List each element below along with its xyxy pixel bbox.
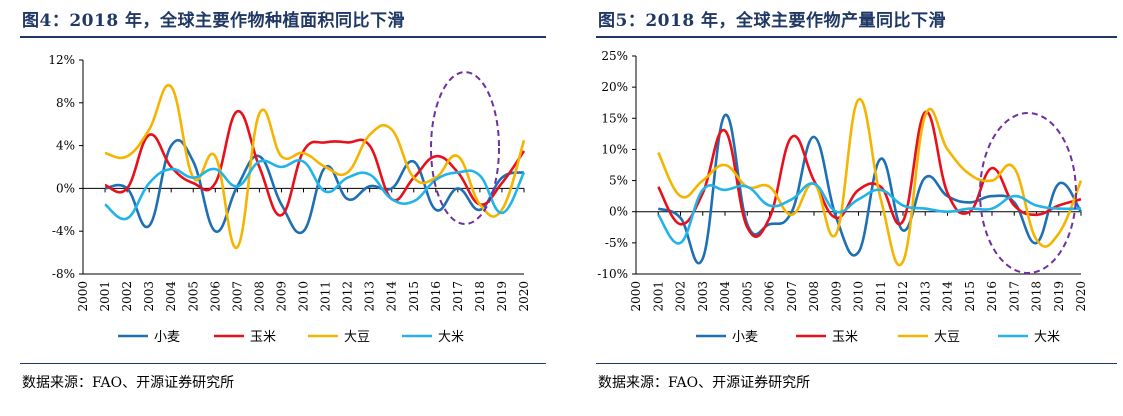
series-line <box>657 98 1083 267</box>
y-tick-label: 10% <box>601 142 628 156</box>
x-tick-label: 2002 <box>674 281 688 312</box>
y-tick-label: 5% <box>609 174 628 188</box>
y-tick-label: 25% <box>601 49 628 63</box>
legend-label: 小麦 <box>154 330 180 345</box>
legend-label: 大豆 <box>344 330 370 345</box>
y-tick-label: 0% <box>609 205 628 219</box>
chart-title: 图4：2018 年，全球主要作物种植面积同比下滑 <box>22 11 406 31</box>
y-tick-label: -8% <box>52 267 75 281</box>
x-tick-label: 2019 <box>1052 281 1066 312</box>
x-tick-label: 2006 <box>763 281 777 312</box>
y-tick-label: 0% <box>56 181 75 195</box>
x-tick-label: 2020 <box>517 281 531 312</box>
y-tick-label: -10% <box>597 267 628 281</box>
x-tick-label: 2009 <box>274 281 288 312</box>
legend-label: 小麦 <box>732 330 758 345</box>
chart-panel-area: 图4：2018 年，全球主要作物种植面积同比下滑 -8% -4% 0% 4% 8% 12%… <box>0 0 552 416</box>
x-tick-label: 2013 <box>918 281 932 312</box>
series-line <box>104 110 526 217</box>
y-tick-label: -5% <box>605 236 628 250</box>
highlight-ellipse <box>430 71 500 225</box>
x-tick-label: 2003 <box>696 281 710 312</box>
x-tick-label: 2014 <box>385 281 399 312</box>
x-tick-label: 2009 <box>829 281 843 312</box>
legend-label: 玉米 <box>250 330 276 345</box>
x-tick-label: 2007 <box>785 281 799 312</box>
legend-label: 大米 <box>1034 330 1060 345</box>
x-tick-label: 2019 <box>495 281 509 312</box>
x-tick-label: 2017 <box>451 281 465 312</box>
x-tick-label: 2000 <box>629 281 643 312</box>
series-line <box>104 159 526 221</box>
legend-label: 玉米 <box>832 330 858 345</box>
x-tick-label: 2017 <box>1007 281 1021 312</box>
series-line <box>657 110 1082 239</box>
y-tick-label: 12% <box>48 53 75 67</box>
x-tick-label: 2018 <box>473 281 487 312</box>
legend-label: 大豆 <box>934 330 960 345</box>
x-tick-label: 2007 <box>230 281 244 312</box>
chart-source: 数据来源：FAO、开源证券研究所 <box>598 375 811 391</box>
x-tick-label: 2015 <box>963 281 977 312</box>
x-tick-label: 2012 <box>896 281 910 312</box>
x-tick-label: 2011 <box>874 281 888 312</box>
y-tick-label: 4% <box>56 139 75 153</box>
x-tick-label: 2004 <box>164 281 178 312</box>
y-tick-label: 20% <box>601 80 628 94</box>
title-rule <box>20 36 546 38</box>
title-rule <box>596 36 1117 38</box>
x-tick-label: 2006 <box>208 281 222 312</box>
series-line <box>657 113 1083 265</box>
output-yoy-chart: -10% -5% 0% 5% 10% 15% 20% 25% 2000 2001 2002 2003 2… <box>597 49 1088 345</box>
x-tick-label: 2003 <box>142 281 156 312</box>
x-tick-label: 2013 <box>363 281 377 312</box>
x-tick-label: 2001 <box>651 281 665 312</box>
x-tick-label: 2008 <box>252 281 266 312</box>
source-rule <box>20 363 546 364</box>
x-tick-label: 2008 <box>807 281 821 312</box>
y-tick-label: -4% <box>52 224 75 238</box>
source-rule <box>596 363 1117 364</box>
x-tick-label: 2004 <box>718 281 732 312</box>
chart-panel-output: 图5：2018 年，全球主要作物产量同比下滑 -10% -5% 0% 5% 10% 15%… <box>576 0 1123 416</box>
y-tick-label: 8% <box>56 96 75 110</box>
x-tick-label: 2015 <box>407 281 421 312</box>
series-line <box>657 182 1082 245</box>
x-tick-label: 2000 <box>76 281 90 312</box>
x-tick-label: 2010 <box>297 281 311 312</box>
y-tick-label: 15% <box>601 111 628 125</box>
chart-source: 数据来源：FAO、开源证券研究所 <box>22 375 235 391</box>
chart-title: 图5：2018 年，全球主要作物产量同比下滑 <box>598 11 947 31</box>
x-tick-label: 2014 <box>941 281 955 312</box>
series-line <box>104 83 526 249</box>
series-line <box>104 139 525 235</box>
x-tick-label: 2012 <box>341 281 355 312</box>
highlight-ellipse <box>979 112 1077 274</box>
x-tick-label: 2020 <box>1074 281 1088 312</box>
x-tick-label: 2011 <box>319 281 333 312</box>
x-tick-label: 2005 <box>186 281 200 312</box>
x-tick-label: 2018 <box>1030 281 1044 312</box>
x-tick-label: 2016 <box>429 281 443 312</box>
area-yoy-chart: -8% -4% 0% 4% 8% 12% 2000 2001 2002 2003 2004 2005 2… <box>48 53 531 345</box>
x-tick-label: 2002 <box>120 281 134 312</box>
x-tick-label: 2016 <box>985 281 999 312</box>
x-tick-label: 2010 <box>852 281 866 312</box>
legend-label: 大米 <box>438 330 464 345</box>
x-tick-label: 2005 <box>740 281 754 312</box>
x-tick-label: 2001 <box>98 281 112 312</box>
